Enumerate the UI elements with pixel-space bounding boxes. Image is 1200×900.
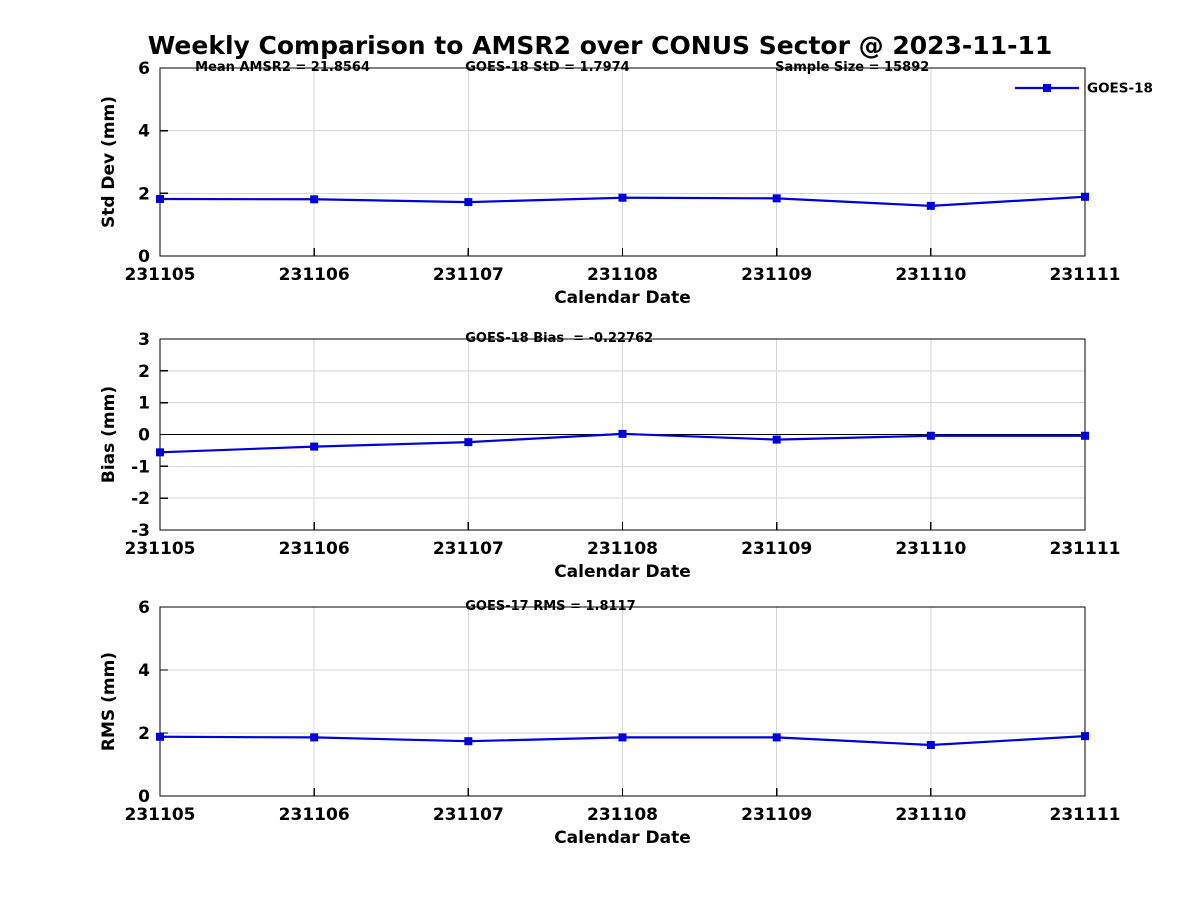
data-point-marker [1081,732,1089,741]
x-tick-label: 231107 [433,805,504,825]
x-tick-label: 231109 [741,265,812,285]
x-tick-label: 231106 [279,265,350,285]
x-tick-label: 231105 [125,265,196,285]
x-tick-label: 231110 [895,805,966,825]
chart-title: Weekly Comparison to AMSR2 over CONUS Se… [147,31,1053,60]
data-point-marker [1081,431,1089,440]
data-point-marker [618,429,627,438]
stat-annotation: GOES-18 StD = 1.7974 [465,60,629,75]
subplot-2: 231105 231106 231107 231108 231109 231110 2311… [99,330,1120,582]
x-tick-label: 231105 [125,805,196,825]
x-tick-label: 231110 [895,539,966,559]
stat-annotation: Mean AMSR2 = 21.8564 [195,60,370,75]
y-tick-label: 1 [138,394,150,414]
data-point-marker [310,195,319,204]
data-point-marker [464,737,473,746]
x-tick-label: 231111 [1050,539,1121,559]
data-point-marker [926,431,935,440]
x-tick-label: 231105 [125,539,196,559]
x-tick-label: 231108 [587,805,658,825]
x-tick-label: 231111 [1050,805,1121,825]
x-tick-label: 231107 [433,539,504,559]
y-tick-label: 2 [138,724,150,744]
y-tick-label: 2 [138,184,150,204]
x-tick-label: 231108 [587,265,658,285]
y-tick-label: 4 [138,122,150,142]
y-tick-label: -3 [131,521,150,541]
y-tick-label: 3 [138,330,150,350]
y-tick-label: 0 [138,247,150,267]
x-tick-label: 231109 [741,805,812,825]
y-axis-label: Std Dev (mm) [99,96,119,228]
legend-marker [1043,84,1051,92]
stat-annotation: Sample Size = 15892 [775,60,929,75]
data-point-marker [926,740,935,749]
data-point-marker [156,448,164,457]
y-tick-label: 6 [138,598,150,618]
x-tick-label: 231111 [1050,265,1121,285]
legend: GOES-18 [1015,81,1153,97]
data-point-marker [618,733,627,742]
data-point-marker [618,193,627,202]
y-tick-label: -1 [131,457,150,477]
y-tick-label: 0 [138,425,150,445]
data-point-marker [772,435,781,444]
stat-annotation: GOES-18 Bias = -0.22762 [465,331,653,346]
x-tick-label: 231106 [279,539,350,559]
data-point-marker [464,438,473,447]
y-tick-label: 2 [138,362,150,382]
data-point-marker [156,732,164,741]
stat-annotation: GOES-17 RMS = 1.8117 [465,599,635,614]
subplot-1: 231105 231106 231107 231108 231109 231110 2311… [99,59,1153,308]
data-point-marker [464,198,473,207]
x-axis-label: Calendar Date [554,828,691,848]
x-axis-label: Calendar Date [554,288,691,308]
y-tick-label: 6 [138,59,150,79]
x-tick-label: 231109 [741,539,812,559]
y-tick-label: 0 [138,787,150,807]
x-axis-label: Calendar Date [554,562,691,582]
y-tick-label: -2 [131,489,150,509]
data-point-marker [310,733,319,742]
data-point-marker [156,194,164,203]
y-axis-label: Bias (mm) [99,386,119,483]
y-axis-label: RMS (mm) [99,652,119,751]
y-tick-label: 4 [138,661,150,681]
subplot-3: 231105 231106 231107 231108 231109 231110 2311… [99,598,1120,848]
data-point-marker [1081,192,1089,201]
legend-label: GOES-18 [1087,81,1153,97]
x-tick-label: 231110 [895,265,966,285]
x-tick-label: 231106 [279,805,350,825]
data-point-marker [926,201,935,210]
data-point-marker [772,733,781,742]
x-tick-label: 231108 [587,539,658,559]
data-point-marker [772,194,781,203]
data-point-marker [310,442,319,451]
x-tick-label: 231107 [433,265,504,285]
